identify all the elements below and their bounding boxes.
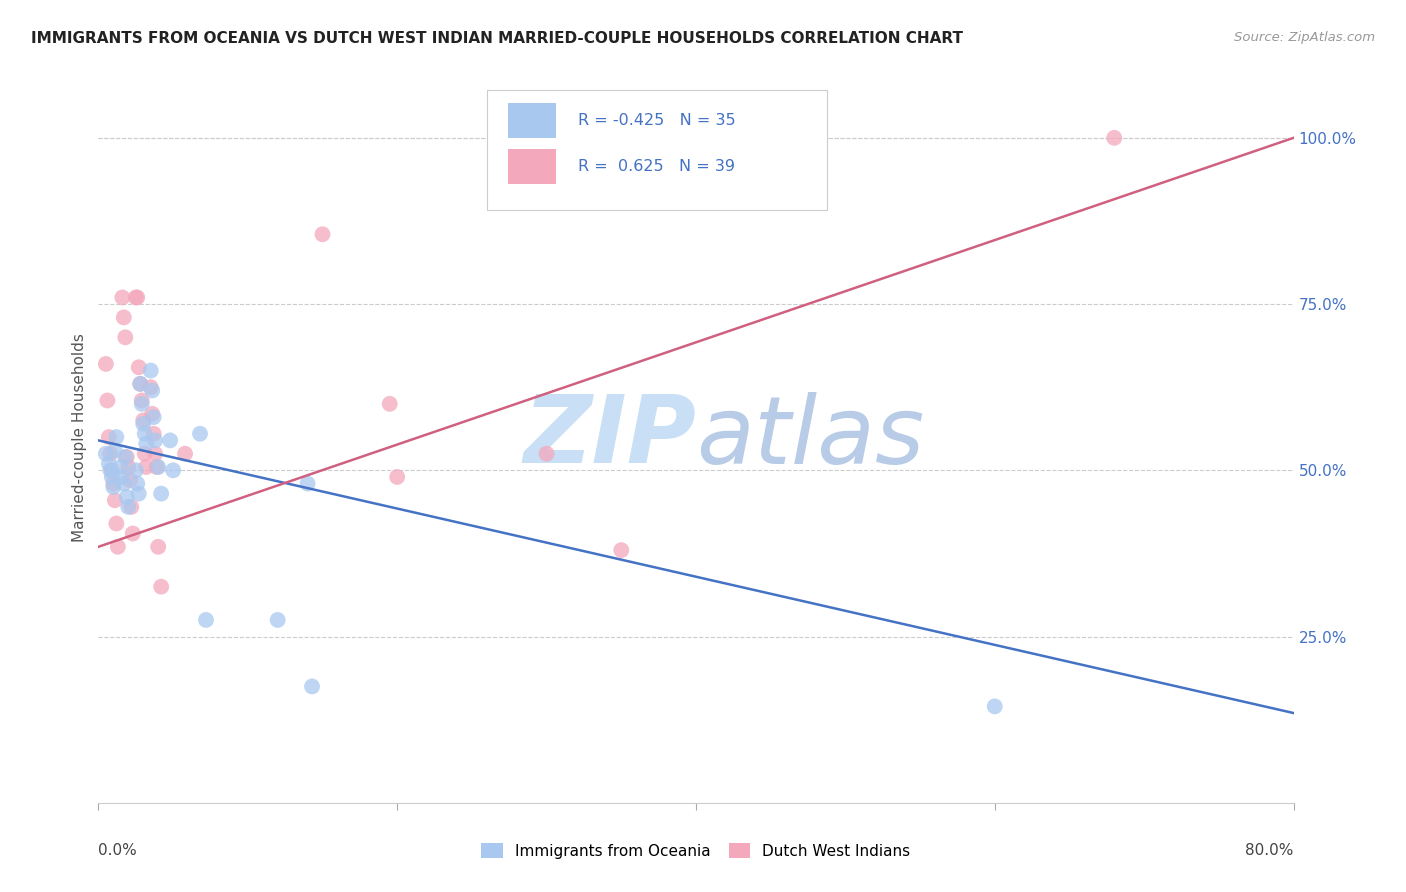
Text: atlas: atlas: [696, 392, 924, 483]
Point: [267, 613, 290, 627]
Point: [142, 410, 165, 425]
Point: [150, 580, 173, 594]
Point: [125, 290, 148, 304]
Y-axis label: Married-couple Households: Married-couple Households: [72, 333, 87, 541]
Point: [105, 516, 128, 531]
Text: IMMIGRANTS FROM OCEANIA VS DUTCH WEST INDIAN MARRIED-COUPLE HOUSEHOLDS CORRELATI: IMMIGRANTS FROM OCEANIA VS DUTCH WEST IN…: [31, 31, 963, 46]
Point: [98, 463, 122, 477]
Point: [125, 463, 148, 477]
Text: R = -0.425   N = 35: R = -0.425 N = 35: [578, 113, 735, 128]
Point: [162, 463, 184, 477]
Point: [142, 426, 165, 441]
Point: [118, 473, 141, 487]
FancyBboxPatch shape: [509, 103, 557, 138]
Point: [301, 680, 323, 694]
Point: [120, 500, 142, 514]
Text: 0.0%: 0.0%: [98, 843, 138, 858]
Point: [188, 426, 211, 441]
Point: [129, 376, 152, 391]
Point: [104, 443, 127, 458]
Point: [128, 486, 150, 500]
Point: [111, 290, 134, 304]
Point: [94, 357, 117, 371]
FancyBboxPatch shape: [509, 149, 557, 184]
Point: [101, 470, 124, 484]
Point: [103, 480, 125, 494]
Point: [984, 699, 1007, 714]
Point: [115, 490, 138, 504]
Point: [121, 526, 143, 541]
Point: [148, 460, 170, 475]
Point: [103, 476, 125, 491]
Point: [132, 413, 155, 427]
Point: [141, 407, 163, 421]
Text: R =  0.625   N = 39: R = 0.625 N = 39: [578, 159, 735, 174]
Point: [114, 330, 136, 344]
Point: [143, 434, 166, 448]
Point: [105, 430, 128, 444]
Point: [135, 460, 157, 475]
Point: [536, 447, 558, 461]
Point: [128, 360, 150, 375]
Text: ZIP: ZIP: [523, 391, 696, 483]
Point: [150, 486, 173, 500]
Point: [297, 476, 319, 491]
Point: [143, 447, 166, 461]
Point: [97, 430, 120, 444]
Point: [101, 463, 124, 477]
Point: [311, 227, 333, 242]
FancyBboxPatch shape: [486, 90, 827, 211]
Point: [385, 470, 409, 484]
Point: [114, 450, 136, 464]
Point: [132, 417, 155, 431]
Point: [610, 543, 633, 558]
Text: Source: ZipAtlas.com: Source: ZipAtlas.com: [1234, 31, 1375, 45]
Point: [148, 540, 170, 554]
Point: [195, 613, 218, 627]
Legend: Immigrants from Oceania, Dutch West Indians: Immigrants from Oceania, Dutch West Indi…: [475, 837, 917, 864]
Point: [139, 380, 162, 394]
Point: [174, 447, 197, 461]
Point: [98, 447, 122, 461]
Point: [135, 436, 157, 450]
Point: [97, 457, 120, 471]
Text: 80.0%: 80.0%: [1246, 843, 1294, 858]
Point: [378, 397, 401, 411]
Point: [117, 460, 139, 475]
Point: [141, 384, 163, 398]
Point: [104, 493, 127, 508]
Point: [131, 393, 153, 408]
Point: [112, 310, 135, 325]
Point: [159, 434, 181, 448]
Point: [115, 450, 138, 464]
Point: [1104, 131, 1126, 145]
Point: [129, 376, 152, 391]
Point: [96, 393, 118, 408]
Point: [134, 447, 156, 461]
Point: [134, 426, 156, 441]
Point: [111, 470, 134, 484]
Point: [107, 540, 129, 554]
Point: [112, 476, 135, 491]
Point: [145, 460, 167, 475]
Point: [127, 476, 149, 491]
Point: [131, 397, 153, 411]
Point: [117, 500, 139, 514]
Point: [139, 363, 162, 377]
Point: [94, 447, 117, 461]
Point: [110, 460, 132, 475]
Point: [127, 290, 149, 304]
